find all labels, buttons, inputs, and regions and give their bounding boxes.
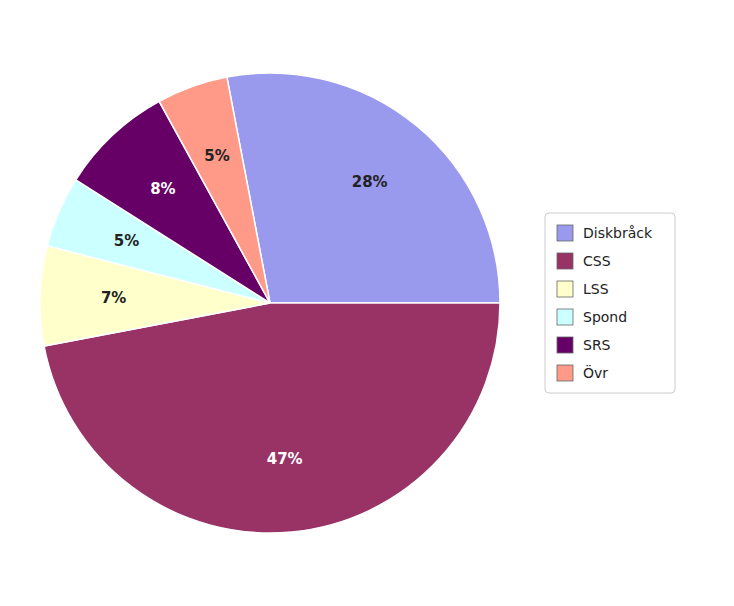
- legend-label: SRS: [583, 337, 611, 353]
- data-label: 7%: [101, 289, 126, 307]
- pie-slice: [159, 77, 270, 303]
- data-labels: 28% 47% 7% 5% 8% 5%: [101, 147, 388, 468]
- chart-container: 28% 47% 7% 5% 8% 5% Diskbråck CSS LSS Spond SRS Övr: [0, 0, 734, 606]
- legend-label: LSS: [583, 281, 609, 297]
- pie-slice: [227, 73, 500, 303]
- pie-slice: [44, 303, 500, 533]
- pie-slices: [40, 73, 500, 533]
- legend: Diskbråck CSS LSS Spond SRS Övr: [545, 213, 675, 393]
- data-label: 5%: [204, 147, 229, 165]
- chart-svg: 28% 47% 7% 5% 8% 5% Diskbråck CSS LSS Spond SRS Övr: [0, 0, 734, 606]
- legend-swatch: [557, 225, 573, 241]
- data-label: 47%: [267, 450, 303, 468]
- legend-label: Spond: [583, 309, 627, 325]
- legend-frame: [545, 213, 675, 393]
- legend-label: Övr: [583, 364, 608, 381]
- legend-label: Diskbråck: [583, 225, 653, 241]
- data-label: 8%: [150, 180, 175, 198]
- legend-swatch: [557, 281, 573, 297]
- legend-label: CSS: [583, 253, 611, 269]
- legend-swatch: [557, 337, 573, 353]
- legend-swatch: [557, 253, 573, 269]
- legend-swatch: [557, 365, 573, 381]
- data-label: 5%: [114, 232, 139, 250]
- data-label: 28%: [352, 173, 388, 191]
- legend-swatch: [557, 309, 573, 325]
